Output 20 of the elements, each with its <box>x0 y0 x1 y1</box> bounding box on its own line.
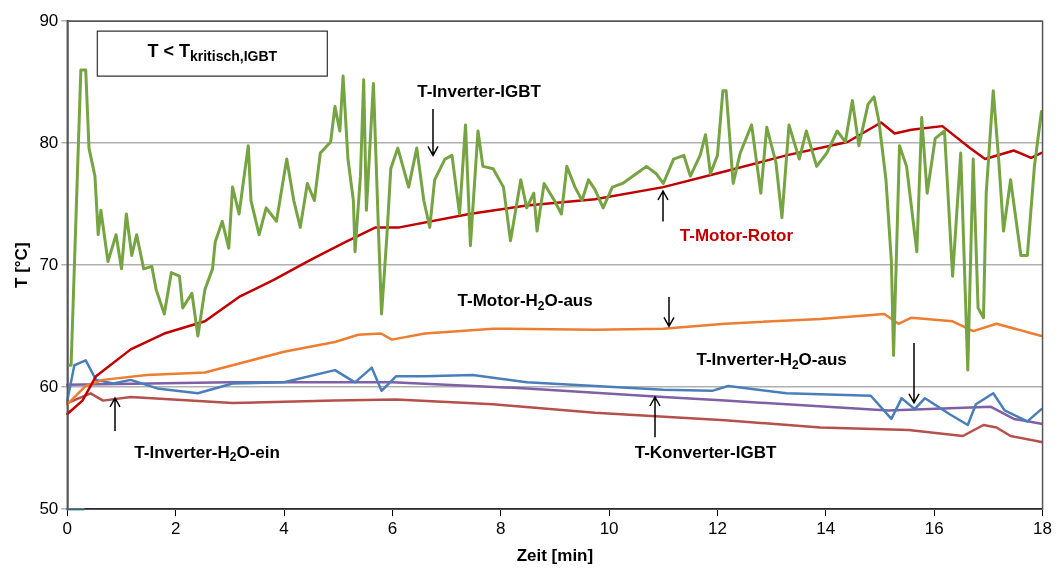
x-tick-label: 12 <box>708 519 727 539</box>
x-tick-label: 16 <box>924 519 944 539</box>
y-tick-label: 90 <box>39 10 59 30</box>
x-tick-label: 2 <box>170 519 181 539</box>
x-tick-label: 8 <box>496 519 506 539</box>
y-tick-label: 80 <box>39 132 59 152</box>
x-tick-label: 14 <box>816 519 836 539</box>
x-tick-label: 18 <box>1033 519 1053 539</box>
x-tick-label: 6 <box>387 519 398 539</box>
text: T-Inverter-IGBT <box>417 81 542 101</box>
y-tick-label: 50 <box>39 498 59 518</box>
text: T-Motor-Rotor <box>679 225 794 245</box>
x-axis-title: Zeit [min] <box>516 546 594 566</box>
x-tick-label: 10 <box>599 519 619 539</box>
y-tick-label: 60 <box>39 376 59 396</box>
y-axis-title: T [°C] <box>11 242 31 288</box>
y-tick-label: 70 <box>39 254 59 274</box>
x-tick-label: 0 <box>62 519 73 539</box>
x-tick-label: 4 <box>279 519 289 539</box>
text: T-Konverter-IGBT <box>634 442 777 462</box>
